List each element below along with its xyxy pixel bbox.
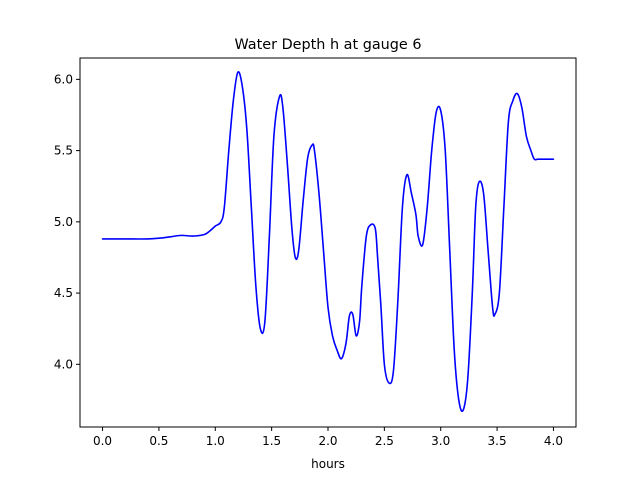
x-tick-label: 4.0 [544, 434, 563, 448]
axis-ticks: 0.0 0.5 1.0 1.5 2.0 2.5 3.0 3.5 4.0 4.0 4.5 5.0 5.5 6… [54, 72, 563, 448]
x-tick-label: 3.0 [431, 434, 450, 448]
plot-frame [79, 57, 577, 428]
x-tick-label: 2.5 [375, 434, 394, 448]
x-tick-label: 1.0 [206, 434, 225, 448]
y-tick-label: 5.5 [54, 144, 73, 158]
x-tick-label: 2.0 [318, 434, 337, 448]
y-tick-label: 4.0 [54, 357, 73, 371]
y-tick-label: 5.0 [54, 215, 73, 229]
x-axis-label: hours [311, 457, 345, 471]
y-tick-label: 6.0 [54, 72, 73, 86]
x-tick-label: 1.5 [262, 434, 281, 448]
series-line [101, 70, 555, 413]
x-tick-label: 3.5 [488, 434, 507, 448]
chart-title: Water Depth h at gauge 6 [234, 37, 421, 53]
y-tick-label: 4.5 [54, 286, 73, 300]
x-tick-label: 0.0 [93, 434, 112, 448]
x-tick-label: 0.5 [149, 434, 168, 448]
